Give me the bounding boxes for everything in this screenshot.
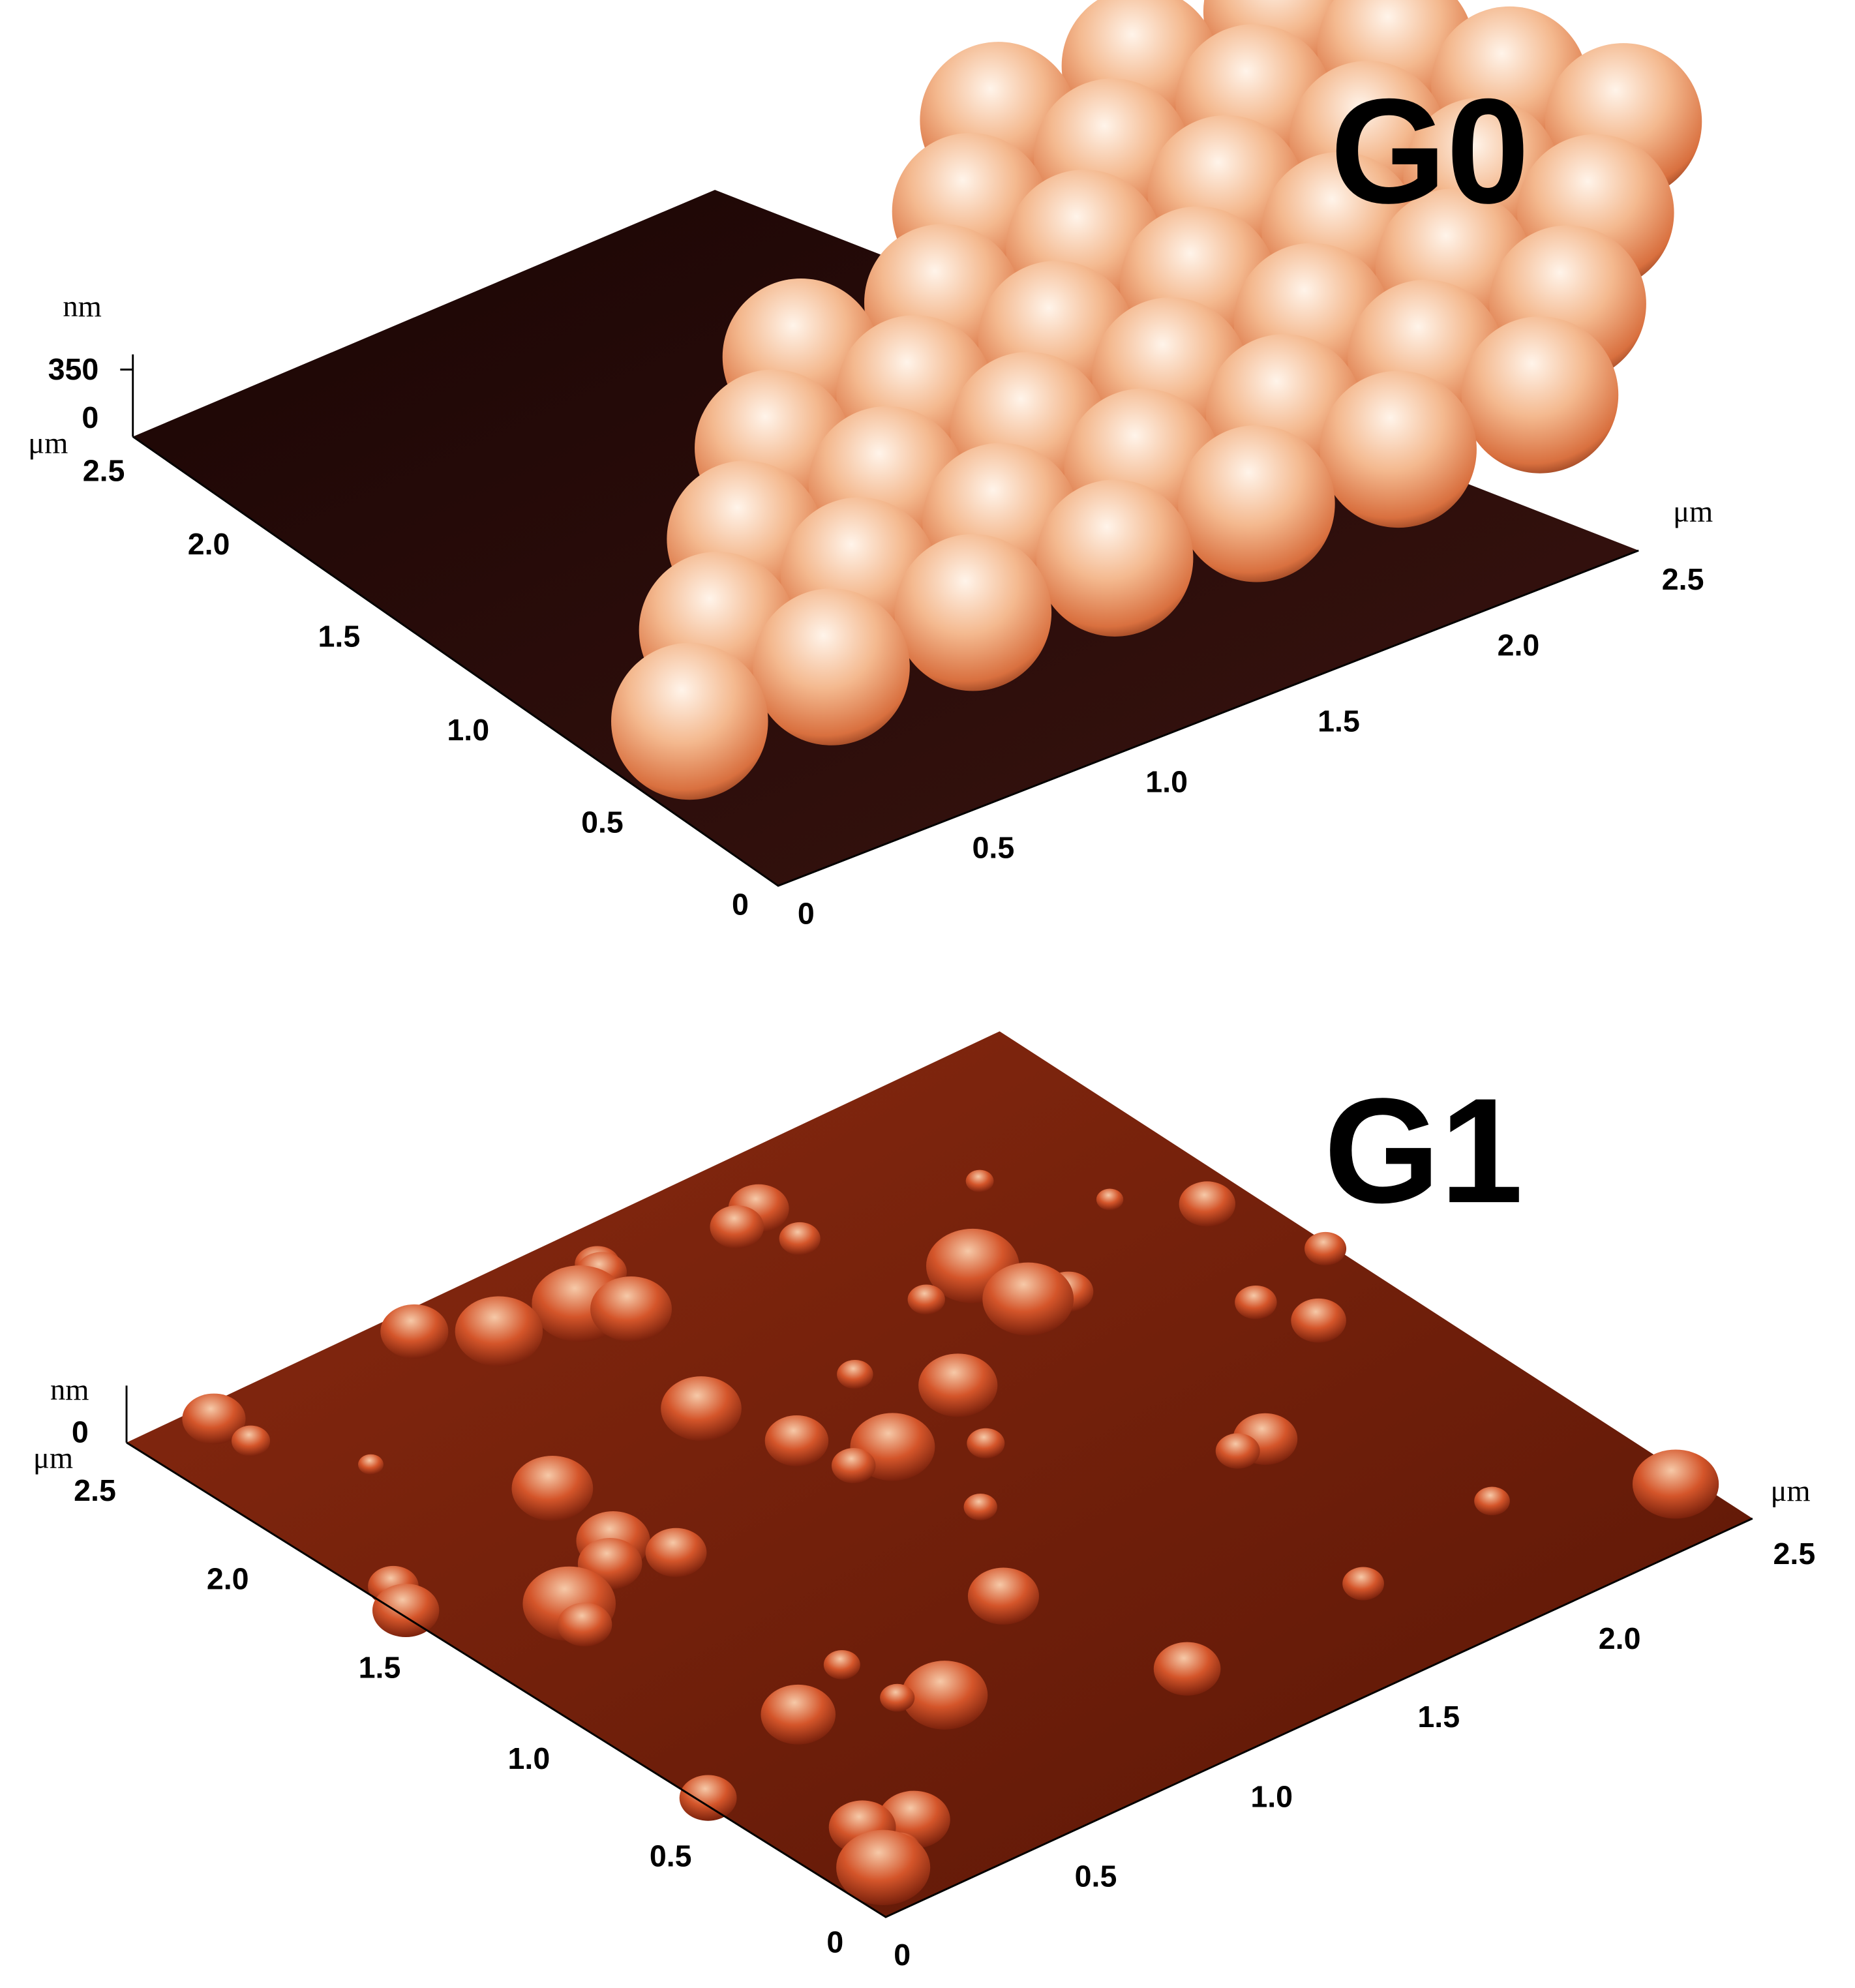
sphere: [753, 588, 910, 746]
right-tick-label: 1.5: [1318, 704, 1360, 738]
right-tick-label: 1.5: [1417, 1700, 1460, 1734]
z-tick-label: 350: [48, 352, 99, 386]
particle: [661, 1376, 742, 1441]
left-tick-label: 1.5: [359, 1651, 401, 1685]
particle: [679, 1775, 737, 1821]
sphere: [894, 534, 1052, 691]
right-axis-unit: μm: [1673, 495, 1713, 528]
left-tick-label: 2.5: [83, 453, 125, 487]
particle: [967, 1567, 1039, 1625]
left-tick-label: 1.0: [508, 1741, 550, 1775]
axes-g0: [120, 354, 1639, 887]
particle: [880, 1683, 915, 1712]
particle: [831, 1448, 876, 1484]
particle: [779, 1222, 821, 1256]
left-tick-label: 0.5: [581, 806, 624, 839]
particle: [963, 1493, 997, 1521]
particle: [182, 1393, 246, 1445]
z-tick-label: 0: [82, 400, 98, 434]
sphere: [1036, 479, 1194, 637]
right-tick-label: 0: [798, 896, 815, 930]
particle: [455, 1296, 543, 1367]
axes-g1: [125, 1385, 1753, 1918]
particle: [982, 1262, 1074, 1336]
particle: [1342, 1567, 1384, 1601]
afm-surface-g0: [132, 0, 1702, 886]
sphere: [1178, 425, 1335, 582]
particle: [1632, 1449, 1719, 1519]
particle: [590, 1276, 672, 1342]
particle: [967, 1428, 1005, 1459]
particle: [232, 1425, 271, 1456]
particle: [358, 1454, 384, 1475]
particle: [836, 1830, 931, 1906]
particle: [823, 1649, 860, 1679]
particle: [1291, 1298, 1346, 1343]
particle: [557, 1603, 612, 1647]
particle: [764, 1415, 829, 1466]
right-tick-label: 1.0: [1145, 765, 1188, 799]
panel-label: G0: [1330, 68, 1529, 235]
right-tick-label: 2.0: [1599, 1621, 1641, 1655]
particle: [918, 1353, 998, 1417]
left-tick-label: 2.0: [207, 1562, 249, 1596]
particle: [380, 1304, 449, 1359]
panel-label: G1: [1324, 1067, 1523, 1234]
left-tick-label: 0: [732, 888, 749, 922]
right-tick-label: 1.0: [1250, 1779, 1293, 1813]
particle: [645, 1528, 707, 1577]
z-tick-label: 0: [72, 1415, 89, 1449]
left-tick-label: 1.0: [447, 713, 489, 747]
sphere: [1461, 316, 1619, 474]
left-axis-unit: μm: [28, 427, 68, 460]
z-unit: nm: [63, 290, 101, 324]
base-axes: [126, 1441, 1753, 1918]
right-axis-unit: μm: [1770, 1475, 1810, 1508]
left-axis-unit: μm: [33, 1442, 73, 1475]
particle: [710, 1205, 764, 1249]
particle: [907, 1284, 945, 1315]
particle: [1235, 1285, 1277, 1319]
particle: [1179, 1181, 1236, 1227]
left-tick-label: 2.5: [74, 1473, 116, 1507]
z-unit: nm: [50, 1374, 89, 1407]
particle: [1474, 1486, 1510, 1516]
left-tick-label: 2.0: [188, 527, 230, 561]
particle: [761, 1684, 836, 1745]
particle: [1305, 1231, 1347, 1266]
particle: [1215, 1433, 1260, 1469]
particle: [901, 1661, 988, 1730]
right-tick-label: 0.5: [973, 830, 1015, 864]
particle: [1153, 1642, 1221, 1696]
particle: [837, 1359, 873, 1389]
right-tick-label: 2.5: [1662, 562, 1704, 596]
particle: [372, 1584, 440, 1638]
sphere: [611, 642, 768, 800]
sphere: [1320, 370, 1477, 528]
left-tick-label: 0.5: [650, 1839, 692, 1873]
right-tick-label: 2.0: [1498, 628, 1540, 662]
right-tick-label: 2.5: [1773, 1537, 1816, 1571]
particle: [1096, 1188, 1124, 1211]
particle: [965, 1169, 994, 1192]
right-tick-label: 0.5: [1075, 1860, 1117, 1893]
right-tick-label: 0: [894, 1938, 911, 1972]
left-tick-label: 0: [826, 1925, 843, 1959]
left-tick-label: 1.5: [318, 619, 361, 653]
base-axes: [132, 436, 1639, 887]
particle: [511, 1456, 594, 1521]
